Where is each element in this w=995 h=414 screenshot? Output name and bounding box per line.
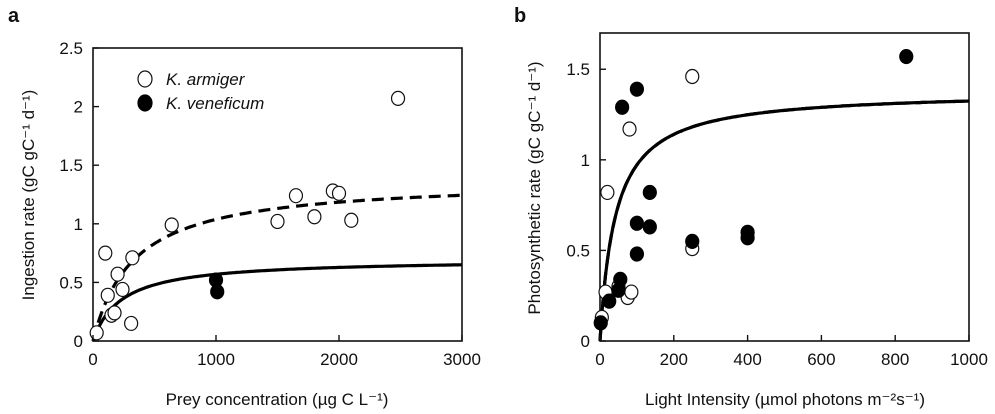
panel-a-y-axis-label: Ingestion rate (gC gC⁻¹ d⁻¹) bbox=[19, 90, 38, 301]
data-point-k-veneficum bbox=[603, 294, 616, 308]
y-tick-label: 1.5 bbox=[566, 60, 590, 79]
panel-letter-a: a bbox=[8, 5, 20, 27]
data-point-k-armiger bbox=[116, 282, 129, 296]
data-point-k-veneficum bbox=[614, 272, 627, 286]
fit-curve-k-armiger bbox=[600, 101, 969, 341]
data-point-k-armiger bbox=[601, 185, 614, 199]
x-tick-label: 400 bbox=[733, 350, 761, 369]
data-point-k-armiger bbox=[125, 316, 138, 330]
y-tick-label: 1 bbox=[74, 215, 83, 234]
x-tick-label: 1000 bbox=[197, 350, 235, 369]
y-tick-label: 2 bbox=[74, 98, 83, 117]
panel-b-fit-curves bbox=[600, 101, 969, 341]
data-point-k-armiger bbox=[289, 189, 302, 203]
data-point-k-armiger bbox=[111, 267, 124, 281]
data-point-k-veneficum bbox=[630, 82, 643, 96]
y-tick-label: 0.5 bbox=[566, 241, 590, 260]
legend-marker-filled-circle bbox=[138, 95, 152, 111]
panel-b-ticks: 0 200 400 600 800 1000 0 0.5 1 1.5 bbox=[566, 60, 988, 369]
data-point-k-armiger bbox=[623, 122, 636, 136]
data-point-k-veneficum bbox=[643, 185, 656, 199]
panel-a-plot-frame bbox=[93, 48, 462, 341]
legend-label-k-veneficum: K. veneficum bbox=[166, 94, 264, 113]
panel-b-data-points bbox=[594, 50, 913, 330]
x-tick-label: 1000 bbox=[950, 350, 988, 369]
data-point-k-armiger bbox=[333, 186, 346, 200]
panel-b-x-axis-label: Light Intensity (µmol photons m⁻²s⁻¹) bbox=[645, 390, 925, 409]
data-point-k-armiger bbox=[126, 251, 139, 265]
data-point-k-veneficum bbox=[741, 231, 754, 245]
fit-curve-k-veneficum bbox=[600, 101, 969, 341]
panel-b-y-axis-label: Photosynthetic rate (gC gC⁻¹ d⁻¹) bbox=[525, 61, 544, 314]
y-tick-label: 0 bbox=[74, 332, 83, 351]
data-point-k-veneficum bbox=[211, 285, 224, 299]
x-tick-label: 600 bbox=[807, 350, 835, 369]
y-tick-label: 0.5 bbox=[59, 273, 83, 292]
y-tick-label: 0 bbox=[581, 332, 590, 351]
y-tick-label: 1.5 bbox=[59, 156, 83, 175]
y-tick-label: 2.5 bbox=[59, 39, 83, 58]
data-point-k-armiger bbox=[392, 91, 405, 105]
panel-letter-b: b bbox=[514, 5, 526, 27]
x-tick-label: 3000 bbox=[443, 350, 481, 369]
data-point-k-armiger bbox=[165, 218, 178, 232]
x-tick-label: 200 bbox=[660, 350, 688, 369]
data-point-k-armiger bbox=[308, 210, 321, 224]
data-point-k-armiger bbox=[90, 326, 103, 340]
panel-a: a 0 1000 2000 3000 0 0.5 1 1.5 2 2.5 Prey concent… bbox=[8, 5, 481, 409]
x-tick-label: 0 bbox=[595, 350, 604, 369]
x-tick-label: 0 bbox=[88, 350, 97, 369]
panel-a-legend: K. armiger K. veneficum bbox=[138, 70, 264, 113]
x-tick-label: 2000 bbox=[320, 350, 358, 369]
data-point-k-armiger bbox=[625, 285, 638, 299]
data-point-k-armiger bbox=[686, 69, 699, 83]
data-point-k-veneficum bbox=[616, 100, 629, 114]
data-point-k-veneficum bbox=[630, 216, 643, 230]
y-tick-label: 1 bbox=[581, 151, 590, 170]
legend-label-k-armiger: K. armiger bbox=[166, 70, 246, 89]
panel-a-ticks: 0 1000 2000 3000 0 0.5 1 1.5 2 2.5 bbox=[59, 39, 481, 369]
panel-b-plot-frame bbox=[600, 33, 969, 341]
fit-curve-k-veneficum bbox=[93, 265, 462, 341]
data-point-k-veneficum bbox=[630, 247, 643, 261]
data-point-k-veneficum bbox=[643, 220, 656, 234]
panel-b: b 0 200 400 600 800 1000 0 0.5 1 1.5 Light Intens… bbox=[514, 5, 988, 409]
x-tick-label: 800 bbox=[881, 350, 909, 369]
data-point-k-armiger bbox=[108, 306, 121, 320]
data-point-k-armiger bbox=[101, 288, 114, 302]
data-point-k-armiger bbox=[99, 246, 112, 260]
data-point-k-veneficum bbox=[594, 316, 607, 330]
data-point-k-veneficum bbox=[686, 234, 699, 248]
data-point-k-armiger bbox=[345, 213, 358, 227]
data-point-k-armiger bbox=[271, 214, 284, 228]
panel-a-data-points bbox=[90, 91, 404, 339]
legend-marker-open-circle bbox=[138, 71, 152, 87]
panel-a-x-axis-label: Prey concentration (µg C L⁻¹) bbox=[166, 390, 389, 409]
data-point-k-veneficum bbox=[900, 50, 913, 64]
